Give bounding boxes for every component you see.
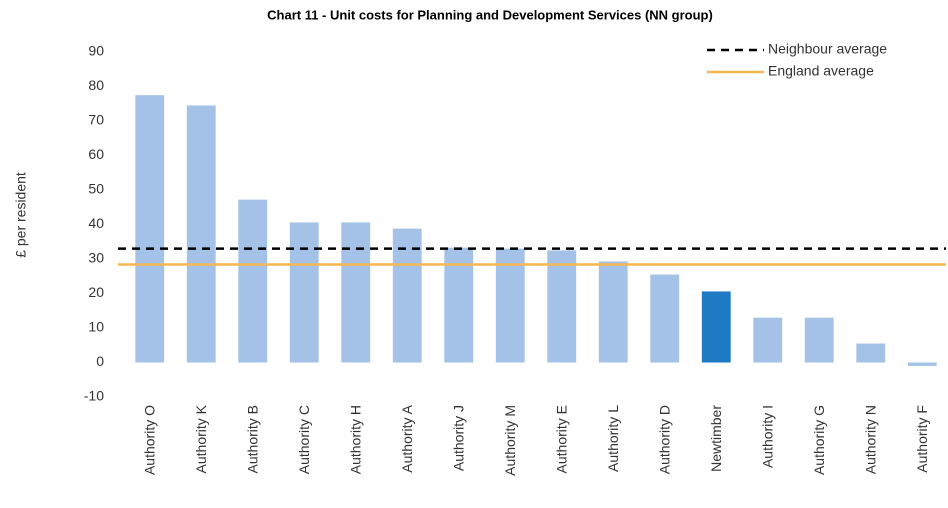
bar xyxy=(186,105,216,363)
bar xyxy=(701,291,731,363)
bar xyxy=(598,261,628,363)
x-tick-label: Authority L xyxy=(605,405,621,472)
y-axis-label: £ per resident xyxy=(13,172,29,258)
bar xyxy=(289,222,319,363)
x-tick-label: Authority D xyxy=(656,405,672,474)
x-tick-label: Authority G xyxy=(811,405,827,475)
bar xyxy=(341,222,371,363)
y-tick-label: 30 xyxy=(88,250,104,266)
bar xyxy=(444,247,474,363)
x-tick-label: Authority B xyxy=(244,405,260,473)
bar xyxy=(856,343,886,363)
legend-label: Neighbour average xyxy=(768,41,887,57)
x-tick-label: Authority M xyxy=(502,405,518,476)
bar xyxy=(547,250,577,363)
y-tick-label: 10 xyxy=(88,319,104,335)
y-tick-label: 80 xyxy=(88,77,104,93)
x-tick-label: Authority O xyxy=(141,405,157,475)
y-tick-label: 50 xyxy=(88,181,104,197)
bar xyxy=(907,362,937,366)
legend-label: England average xyxy=(768,63,874,79)
x-tick-label: Authority J xyxy=(450,405,466,471)
x-tick-label: Authority K xyxy=(193,404,209,473)
y-tick-label: 60 xyxy=(88,146,104,162)
bar xyxy=(650,274,680,363)
y-tick-label: 20 xyxy=(88,284,104,300)
y-tick-label: 90 xyxy=(88,43,104,59)
bar xyxy=(238,199,268,363)
y-tick-label: 40 xyxy=(88,215,104,231)
x-tick-label: Authority N xyxy=(862,405,878,474)
y-tick-label: -10 xyxy=(84,388,104,404)
chart-title: Chart 11 - Unit costs for Planning and D… xyxy=(267,7,713,22)
bar xyxy=(804,317,834,363)
x-tick-label: Authority H xyxy=(347,405,363,474)
x-tick-label: Authority E xyxy=(553,405,569,473)
x-tick-label: Authority I xyxy=(759,405,775,468)
bar xyxy=(753,317,783,363)
bar xyxy=(495,248,525,363)
y-tick-label: 70 xyxy=(88,112,104,128)
x-tick-label: Authority F xyxy=(914,405,930,473)
y-tick-label: 0 xyxy=(96,353,104,369)
bar xyxy=(135,95,165,363)
bar xyxy=(392,228,422,363)
x-tick-label: Authority A xyxy=(399,404,415,472)
x-tick-label: Authority C xyxy=(296,405,312,474)
x-tick-label: Newtimber xyxy=(708,405,724,472)
